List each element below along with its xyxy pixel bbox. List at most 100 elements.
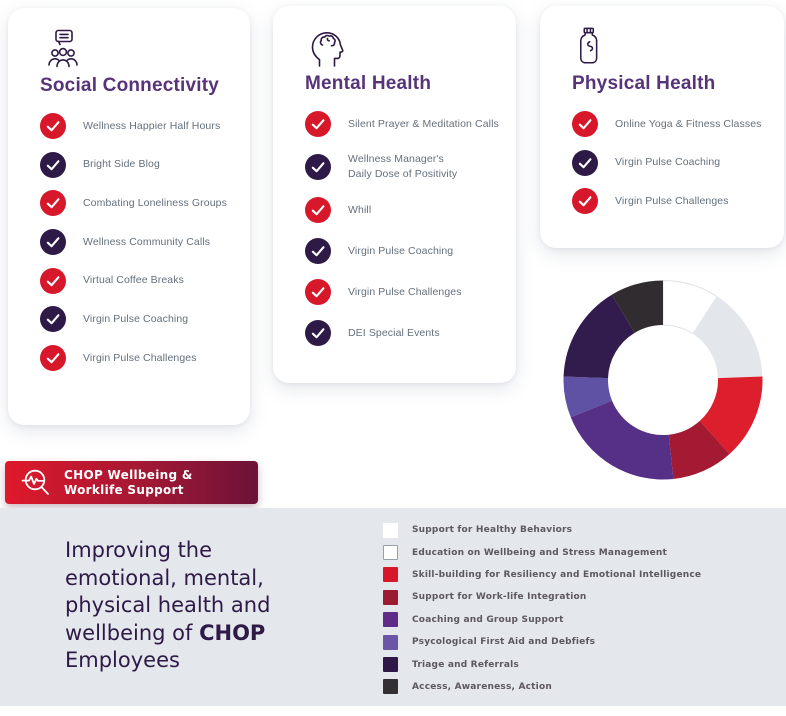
headline-line: Improving the [65, 538, 213, 562]
checklist-item: Virgin Pulse Coaching [572, 149, 776, 176]
donut-segment [662, 280, 718, 335]
legend-swatch [383, 522, 398, 538]
donut-segment [611, 280, 663, 333]
bottle-icon [580, 27, 598, 64]
checklist-item: Bright Side Blog [40, 151, 242, 178]
legend-swatch [383, 612, 398, 628]
people-chat-icon [48, 29, 78, 68]
legend-label: Coaching and Group Support [412, 614, 564, 625]
checklist-item: Virgin Pulse Challenges [572, 188, 776, 215]
legend-label: Support for Work-life Integration [412, 592, 587, 603]
legend-label: Education on Wellbeing and Stress Manage… [412, 547, 668, 558]
headline-line: emotional, mental, [65, 565, 264, 590]
checklist-item: Wellness Manager's Daily Dose of Positiv… [305, 152, 508, 182]
checklist-item-label: Wellness Community Calls [83, 235, 211, 248]
legend-swatch [383, 657, 398, 673]
card-social-connectivity: Social Connectivity Wellness Happier Hal… [8, 8, 250, 425]
banner-title-line1: CHOP Wellbeing & [64, 467, 193, 482]
check-icon [572, 188, 598, 215]
headline-line: physical health and [65, 593, 271, 617]
legend-row: Support for Healthy Behaviors [383, 519, 701, 541]
legend-row: Coaching and Group Support [383, 609, 701, 631]
legend-row: Skill-building for Resiliency and Emotio… [383, 564, 701, 586]
check-icon [305, 279, 331, 305]
card-title: Social Connectivity [40, 75, 220, 96]
headline-line: Employees [65, 648, 180, 672]
legend-row: Support for Work-life Integration [383, 586, 701, 608]
checklist-item: Virgin Pulse Challenges [305, 279, 508, 305]
check-icon [40, 190, 66, 217]
checklist-item: Whill [305, 197, 508, 223]
card-physical-health: Physical Health Online Yoga & Fitness Cl… [540, 6, 784, 248]
checklist-item-label: Virgin Pulse Coaching [615, 156, 721, 169]
legend-swatch [383, 545, 398, 561]
checklist-item-label: Virgin Pulse Coaching [348, 244, 454, 257]
legend-swatch [383, 589, 398, 605]
checklist-item-label: Virgin Pulse Challenges [83, 351, 197, 364]
check-icon [305, 154, 331, 180]
legend-label: Access, Awareness, Action [412, 681, 552, 692]
donut-segment [570, 400, 674, 480]
checklist-item-label: Online Yoga & Fitness Classes [615, 117, 762, 130]
banner-title-line2: Worklife Support [64, 482, 184, 497]
legend-row: Access, Awareness, Action [383, 676, 701, 698]
legend-label: Skill-building for Resiliency and Emotio… [412, 569, 702, 580]
legend-label: Triage and Referrals [412, 659, 519, 670]
checklist: Online Yoga & Fitness Classes Virgin Pul… [572, 111, 776, 215]
checklist-item-label: Virgin Pulse Challenges [615, 194, 729, 207]
checklist-item-label: Virgin Pulse Challenges [348, 285, 462, 298]
checklist-item: Wellness Happier Half Hours [40, 113, 242, 139]
banner-title: CHOP Wellbeing & Worklife Support [64, 468, 193, 498]
check-icon [305, 197, 331, 223]
donut-segment [563, 376, 612, 418]
chart-legend: Support for Healthy Behaviors Education … [383, 519, 701, 698]
check-icon [572, 111, 598, 137]
checklist-item-label: Silent Prayer & Meditation Calls [348, 117, 499, 130]
headline-bold-text: CHOP [199, 620, 266, 645]
donut-segment [699, 376, 763, 454]
checklist-item: Virgin Pulse Coaching [40, 306, 242, 333]
legend-label: Support for Healthy Behaviors [412, 525, 573, 536]
check-icon [40, 345, 66, 372]
headline: Improving the emotional, mental, physica… [65, 537, 375, 675]
bottom-panel [0, 508, 786, 706]
legend-swatch [383, 634, 398, 650]
checklist-item: Online Yoga & Fitness Classes [572, 111, 776, 137]
donut-chart [563, 280, 763, 480]
donut-segment [692, 296, 763, 379]
legend-swatch [383, 567, 398, 583]
check-icon [40, 229, 66, 256]
checklist-item-label: Combating Loneliness Groups [83, 196, 227, 209]
check-icon [40, 151, 66, 178]
checklist-item-label: Wellness Happier Half Hours [83, 119, 221, 132]
checklist-item-label: Wellness Manager's Daily Dose of Positiv… [348, 153, 458, 180]
legend-swatch [383, 679, 398, 695]
card-title: Physical Health [572, 73, 716, 94]
checklist-item-label: Whill [348, 203, 372, 216]
legend-row: Education on Wellbeing and Stress Manage… [383, 541, 701, 563]
card-mental-health: Mental Health Silent Prayer & Meditation… [273, 6, 516, 383]
legend-row: Triage and Referrals [383, 653, 701, 675]
check-icon [305, 238, 331, 264]
chop-wellbeing-banner: CHOP Wellbeing & Worklife Support [5, 461, 258, 504]
checklist-item: Virtual Coffee Breaks [40, 267, 242, 294]
headline-line: wellbeing of CHOP [65, 620, 375, 648]
donut-segment [668, 420, 730, 479]
magnifier-pulse-icon [21, 469, 49, 495]
check-icon [40, 113, 66, 139]
checklist-item-label: DEI Special Events [348, 326, 440, 339]
check-icon [305, 320, 331, 346]
checklist: Silent Prayer & Meditation Calls Wellnes… [305, 111, 508, 346]
check-icon [305, 111, 331, 137]
checklist-item: Wellness Community Calls [40, 229, 242, 256]
legend-row: Psycological First Aid and Debfiefs [383, 631, 701, 653]
headline-text: wellbeing of [65, 620, 200, 645]
checklist-item: Silent Prayer & Meditation Calls [305, 111, 508, 137]
checklist-item: DEI Special Events [305, 320, 508, 346]
checklist-item: Combating Loneliness Groups [40, 190, 242, 217]
checklist-item-label: Bright Side Blog [83, 158, 160, 171]
check-icon [40, 267, 66, 294]
donut-segment [563, 294, 635, 379]
check-icon [40, 306, 66, 333]
